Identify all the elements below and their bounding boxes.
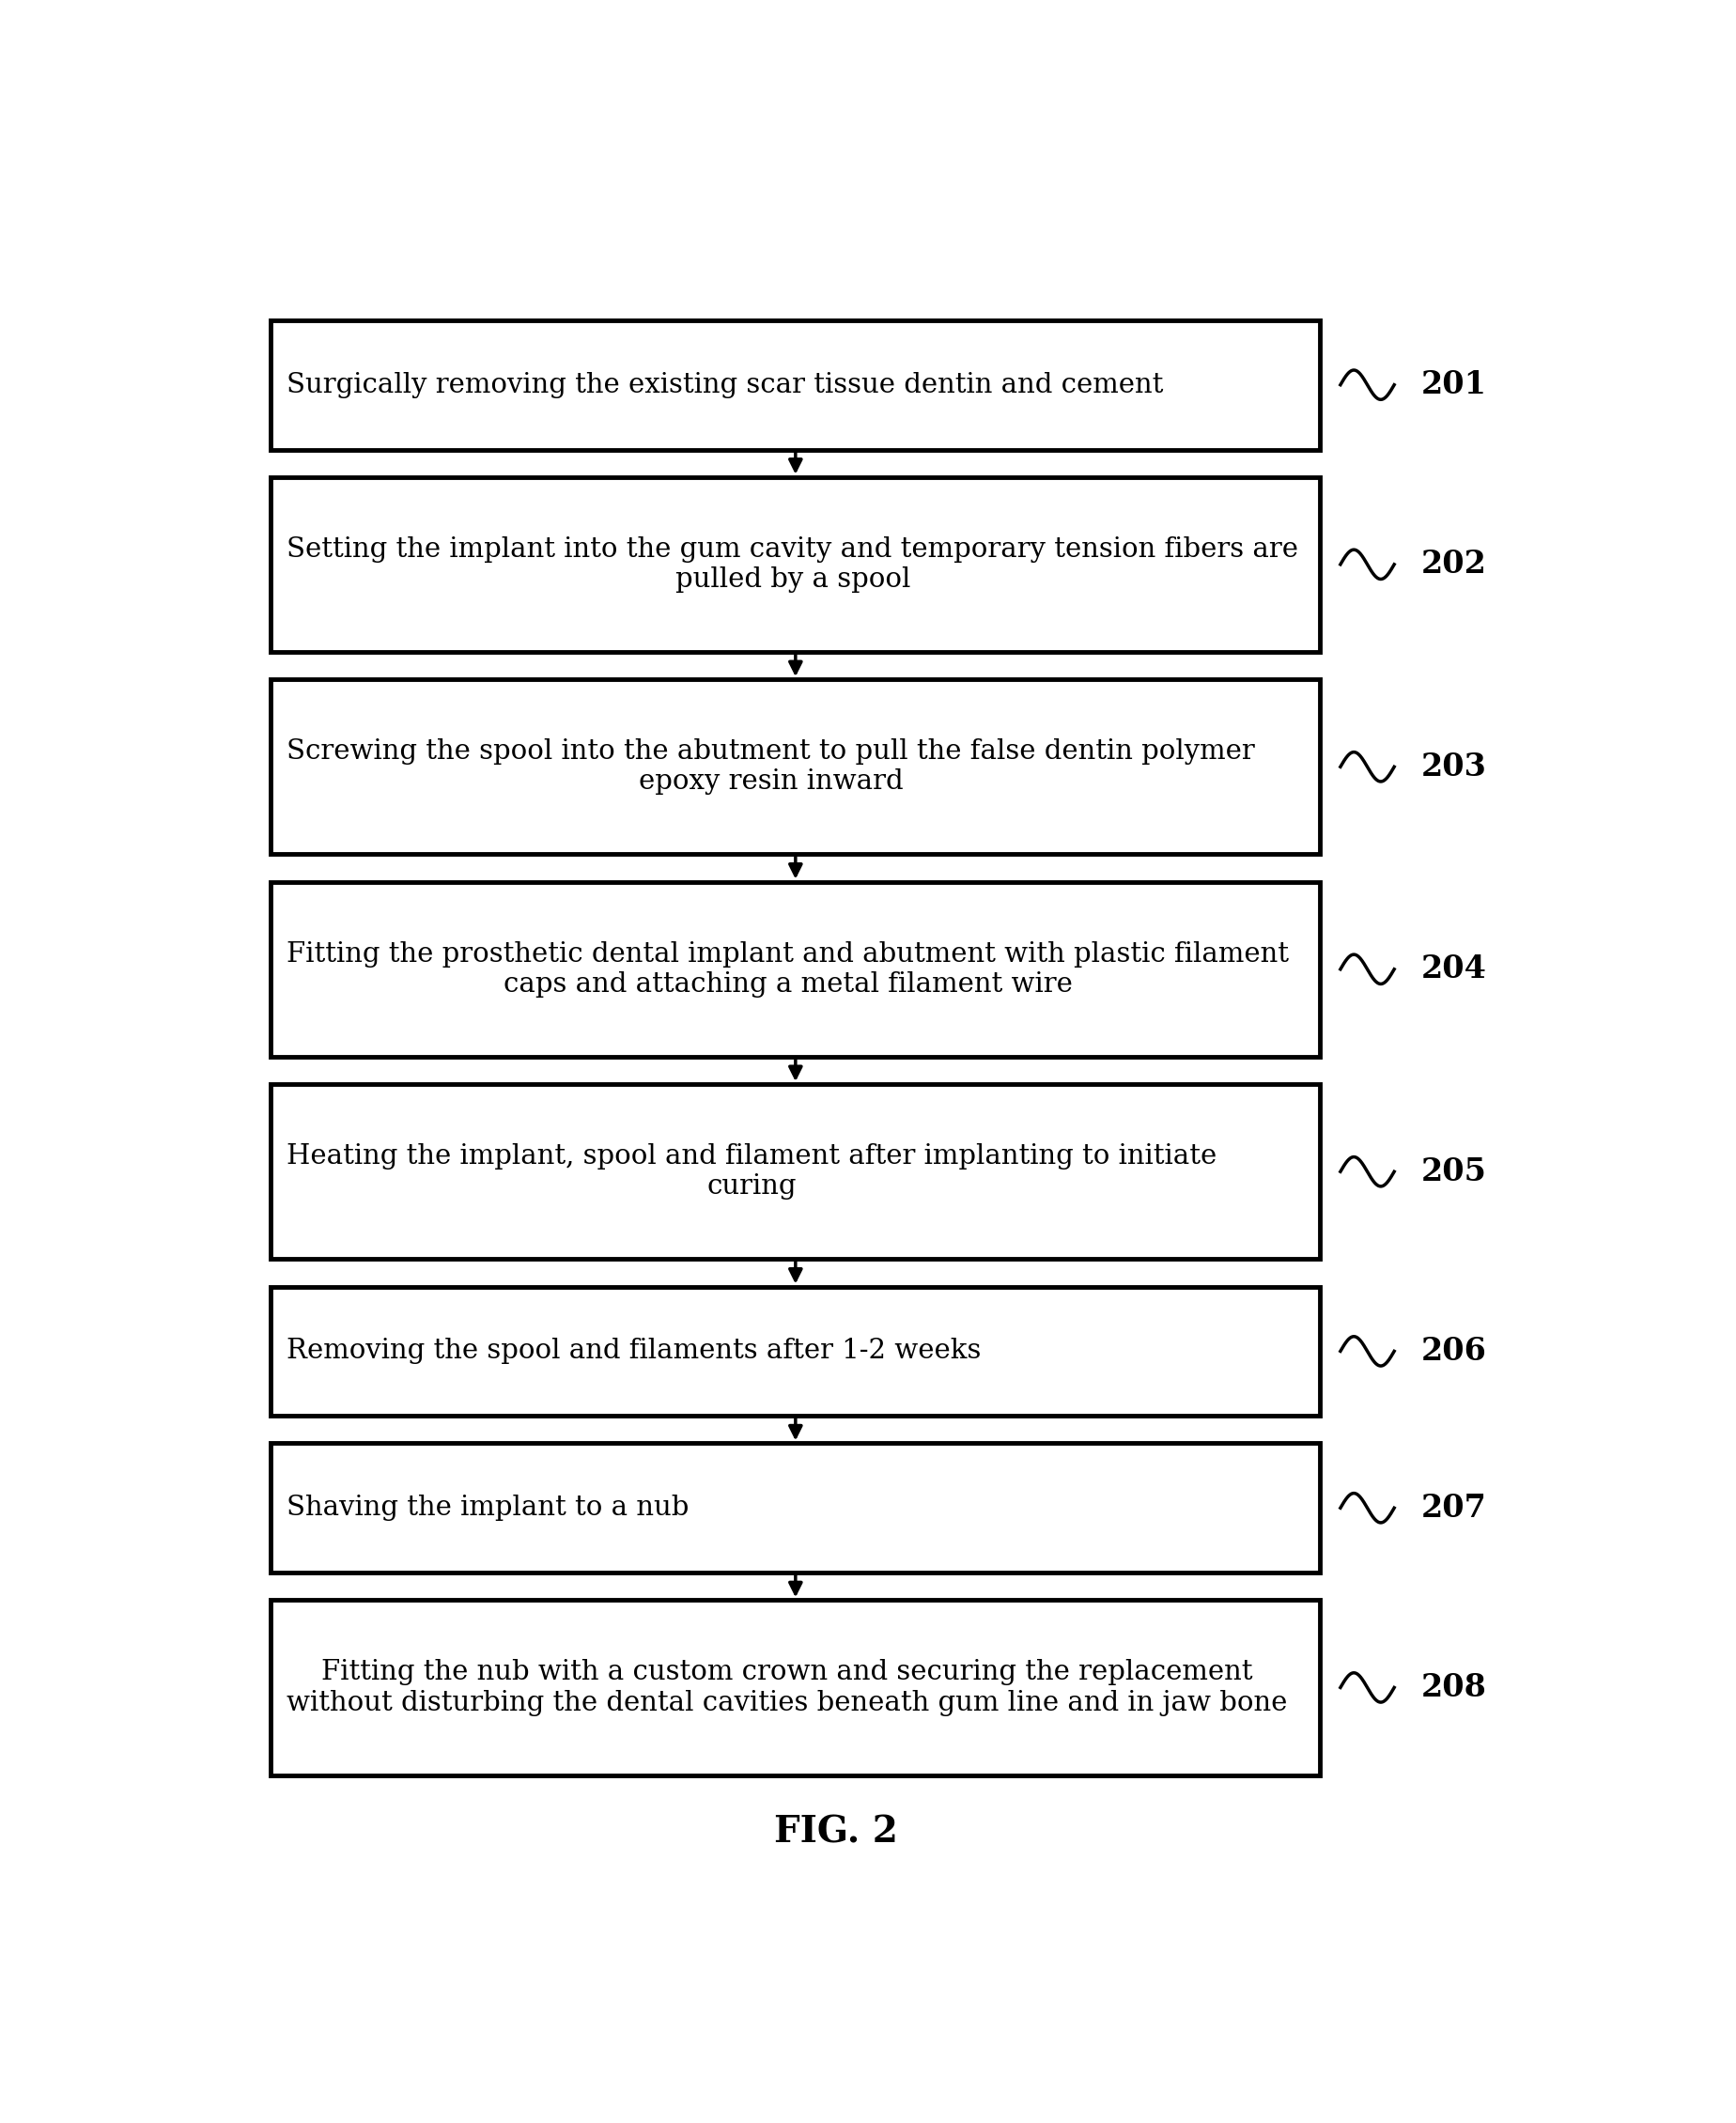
Bar bbox=[271, 478, 1319, 652]
Text: Setting the implant into the gum cavity and temporary tension fibers are
pulled : Setting the implant into the gum cavity … bbox=[286, 535, 1299, 592]
Text: 207: 207 bbox=[1422, 1492, 1486, 1524]
Bar bbox=[271, 321, 1319, 450]
Text: 208: 208 bbox=[1422, 1673, 1486, 1703]
Text: 206: 206 bbox=[1422, 1335, 1486, 1367]
Text: Fitting the nub with a custom crown and securing the replacement
without disturb: Fitting the nub with a custom crown and … bbox=[286, 1660, 1288, 1715]
Text: 204: 204 bbox=[1422, 953, 1486, 985]
Bar bbox=[271, 1601, 1319, 1775]
Text: Shaving the implant to a nub: Shaving the implant to a nub bbox=[286, 1495, 689, 1520]
Text: Fitting the prosthetic dental implant and abutment with plastic filament
caps an: Fitting the prosthetic dental implant an… bbox=[286, 940, 1290, 998]
Text: Screwing the spool into the abutment to pull the false dentin polymer
epoxy resi: Screwing the spool into the abutment to … bbox=[286, 739, 1255, 796]
Bar bbox=[271, 679, 1319, 853]
Text: 202: 202 bbox=[1422, 550, 1486, 580]
Text: FIG. 2: FIG. 2 bbox=[774, 1815, 898, 1849]
Bar bbox=[271, 1444, 1319, 1573]
Bar bbox=[271, 1287, 1319, 1416]
Text: Surgically removing the existing scar tissue dentin and cement: Surgically removing the existing scar ti… bbox=[286, 372, 1163, 397]
Text: Heating the implant, spool and filament after implanting to initiate
curing: Heating the implant, spool and filament … bbox=[286, 1144, 1217, 1199]
Bar bbox=[271, 1085, 1319, 1259]
Text: 205: 205 bbox=[1422, 1157, 1486, 1187]
Text: 203: 203 bbox=[1422, 752, 1486, 781]
Text: Removing the spool and filaments after 1-2 weeks: Removing the spool and filaments after 1… bbox=[286, 1337, 981, 1365]
Text: 201: 201 bbox=[1422, 369, 1488, 401]
Bar bbox=[271, 881, 1319, 1057]
